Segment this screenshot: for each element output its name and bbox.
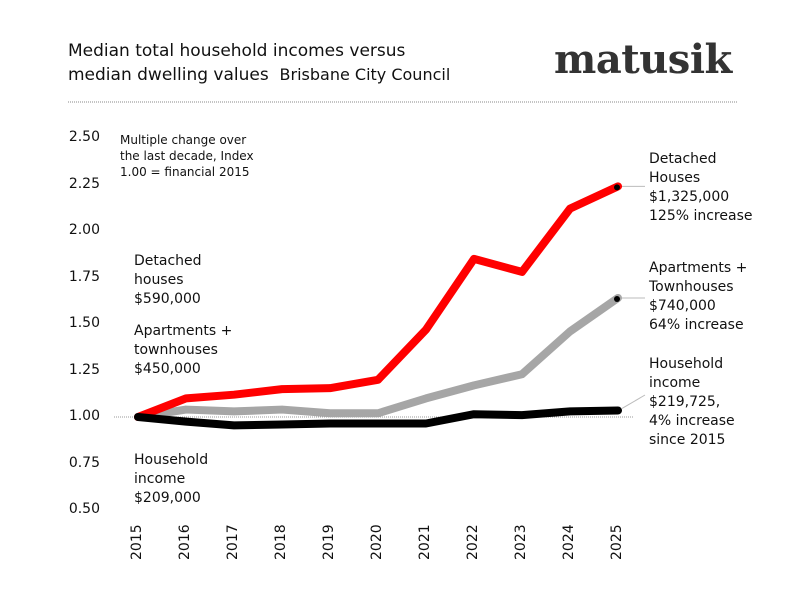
x-tick-label: 2020 xyxy=(369,524,385,560)
start-label-income: Household income $209,000 xyxy=(134,452,209,506)
x-tick-label: 2023 xyxy=(513,524,529,560)
x-tick-label: 2017 xyxy=(225,524,241,560)
x-tick-label: 2025 xyxy=(609,524,625,560)
chart-title: Median total household incomes versus me… xyxy=(68,40,450,87)
end-label-income: Household income $219,725, 4% increase since… xyxy=(649,356,735,448)
y-tick-label: 2.50 xyxy=(68,129,100,145)
x-tick-label: 2018 xyxy=(273,524,289,560)
y-tick-label: 0.50 xyxy=(68,501,100,517)
x-tick-label: 2015 xyxy=(129,524,145,560)
series-line-houses xyxy=(134,182,622,421)
title-line-1: Median total household incomes versus xyxy=(68,41,406,61)
x-tick-label: 2022 xyxy=(465,524,481,560)
note-line: the last decade, Index xyxy=(120,149,254,163)
start-label-houses: Detached houses $590,000 xyxy=(134,253,202,307)
series-line-income xyxy=(134,406,622,430)
title-line-2: median dwelling values xyxy=(68,65,269,85)
chart-note: Multiple change over the last decade, In… xyxy=(120,132,290,180)
chart-subtitle: Brisbane City Council xyxy=(279,65,451,84)
y-tick-label: 2.00 xyxy=(68,222,100,238)
x-tick-label: 2019 xyxy=(321,524,337,560)
note-line: Multiple change over xyxy=(120,133,247,147)
end-label-houses: Detached Houses $1,325,000 125% increase xyxy=(649,151,753,224)
matusik-logo: matusik xyxy=(554,36,732,83)
x-tick-label: 2024 xyxy=(561,524,577,560)
note-line: 1.00 = financial 2015 xyxy=(120,165,250,179)
y-tick-label: 1.75 xyxy=(68,268,100,285)
end-marker-units xyxy=(614,295,620,302)
y-tick-label: 1.00 xyxy=(68,408,100,424)
series-line-units xyxy=(134,293,622,421)
start-label-units: Apartments + townhouses $450,000 xyxy=(134,323,233,377)
end-label-units: Apartments + Townhouses $740,000 64% increa… xyxy=(649,260,748,333)
x-tick-label: 2016 xyxy=(177,524,193,560)
end-marker-houses xyxy=(614,184,620,191)
y-tick-label: 1.50 xyxy=(68,315,100,331)
x-tick-label: 2021 xyxy=(417,524,433,560)
y-tick-label: 2.25 xyxy=(68,175,100,192)
y-tick-label: 0.75 xyxy=(68,454,100,471)
y-tick-label: 1.25 xyxy=(68,361,100,378)
leader-line-income xyxy=(621,394,646,409)
